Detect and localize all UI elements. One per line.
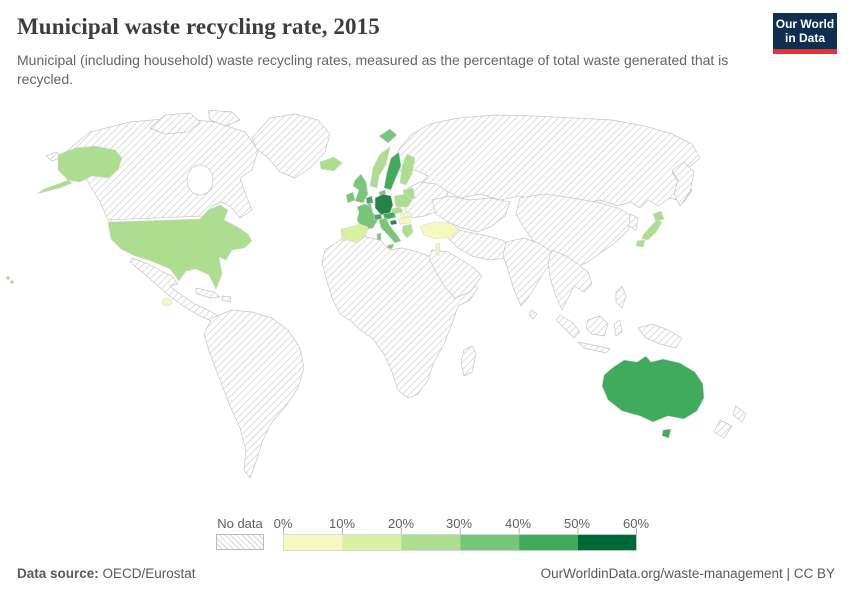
world-map-svg	[6, 109, 747, 479]
region-greenland	[251, 113, 331, 179]
legend-no-data-label: No data	[217, 516, 263, 531]
region-new-zealand-north	[732, 405, 747, 423]
region-borneo	[585, 315, 609, 337]
region-russia	[391, 114, 701, 209]
legend-bin-10-20[interactable]	[342, 534, 402, 551]
region-arabia	[428, 249, 483, 299]
region-kamchatka	[671, 161, 695, 207]
country-spain[interactable]	[343, 223, 369, 244]
region-madagascar	[460, 345, 477, 377]
data-source: Data source: OECD/Eurostat	[17, 566, 196, 581]
country-japan-kyushu[interactable]	[635, 239, 646, 248]
legend-tick-0: 0%	[273, 516, 293, 531]
region-cuba	[195, 287, 221, 299]
country-israel[interactable]	[435, 242, 441, 257]
legend-bin-0-10[interactable]	[283, 534, 343, 551]
region-mexico-central-america	[129, 257, 221, 323]
country-turkey[interactable]	[419, 221, 460, 240]
legend-tick-50: 50%	[563, 516, 591, 531]
legend-color-bar-svg	[283, 528, 637, 551]
world-map	[0, 109, 850, 505]
country-australia[interactable]	[601, 355, 705, 423]
country-costa-rica[interactable]	[161, 298, 173, 306]
country-norway[interactable]	[369, 146, 391, 189]
legend-tick-20: 20%	[387, 516, 415, 531]
region-java	[577, 341, 611, 354]
country-greece[interactable]	[401, 223, 414, 239]
legend-bin-50-60[interactable]	[578, 534, 637, 551]
country-svalbard[interactable]	[378, 128, 398, 144]
country-ireland[interactable]	[345, 191, 356, 204]
chart-subtitle: Municipal (including household) waste re…	[17, 52, 729, 88]
owid-logo-line2: in Data	[784, 31, 825, 45]
country-united-states-hawaii-1[interactable]	[6, 276, 10, 280]
region-sri-lanka	[528, 309, 538, 320]
country-switzerland[interactable]	[373, 213, 383, 221]
country-poland[interactable]	[393, 193, 413, 208]
country-united-states-hawaii-2[interactable]	[10, 280, 14, 284]
country-japan-hokkaido[interactable]	[652, 210, 665, 223]
region-canada-arctic-2	[207, 109, 241, 127]
country-japan-honshu[interactable]	[641, 219, 663, 241]
legend-bin-30-40[interactable]	[460, 534, 520, 551]
region-south-america	[203, 309, 305, 479]
country-portugal[interactable]	[340, 227, 348, 243]
attribution-link[interactable]: OurWorldinData.org/waste-management | CC…	[540, 566, 835, 581]
region-korea	[628, 213, 639, 231]
region-central-asia	[431, 195, 511, 233]
legend-tick-60: 60%	[622, 516, 650, 531]
data-source-value: OECD/Eurostat	[98, 566, 196, 581]
page-title: Municipal waste recycling rate, 2015	[17, 14, 380, 39]
country-united-states-alaska[interactable]	[57, 145, 123, 183]
legend-tick-10: 10%	[328, 516, 356, 531]
legend-tick-40: 40%	[504, 516, 532, 531]
region-sumatra	[555, 314, 581, 339]
country-iceland[interactable]	[319, 156, 343, 172]
country-hungary[interactable]	[397, 216, 412, 225]
country-netherlands[interactable]	[365, 195, 374, 205]
data-source-label: Data source:	[17, 566, 99, 581]
country-slovakia[interactable]	[399, 211, 413, 219]
country-united-kingdom[interactable]	[352, 173, 369, 204]
country-australia-tasmania[interactable]	[661, 428, 672, 439]
country-finland[interactable]	[399, 153, 416, 186]
region-sulawesi	[613, 319, 623, 337]
country-italy[interactable]	[378, 217, 402, 244]
country-italy-sardinia[interactable]	[376, 232, 382, 241]
country-france[interactable]	[356, 203, 380, 231]
legend-bin-20-30[interactable]	[401, 534, 461, 551]
region-canada-arctic-1	[149, 112, 201, 135]
region-iran-afghanistan	[447, 227, 513, 261]
region-new-zealand-south	[713, 419, 733, 439]
owid-logo-line1: Our World	[775, 17, 835, 31]
legend-color-bar	[283, 528, 637, 551]
legend-no-data-swatch[interactable]	[216, 534, 264, 550]
country-united-states[interactable]	[107, 204, 253, 290]
legend-bin-40-50[interactable]	[519, 534, 578, 551]
hudson-bay	[186, 164, 214, 196]
region-southeast-asia	[547, 249, 593, 311]
country-sweden[interactable]	[383, 151, 402, 191]
region-hispaniola	[221, 295, 232, 303]
region-india	[502, 237, 553, 307]
country-germany[interactable]	[374, 193, 394, 216]
country-italy-sicily[interactable]	[386, 243, 395, 250]
region-new-guinea	[637, 323, 683, 349]
footer: Data source: OECD/Eurostat OurWorldinDat…	[17, 566, 835, 581]
owid-logo[interactable]: Our World in Data	[773, 13, 837, 54]
region-philippines	[615, 285, 627, 309]
country-united-states-aleutians[interactable]	[36, 179, 73, 195]
country-slovenia[interactable]	[389, 219, 398, 226]
legend-tick-30: 30%	[445, 516, 473, 531]
